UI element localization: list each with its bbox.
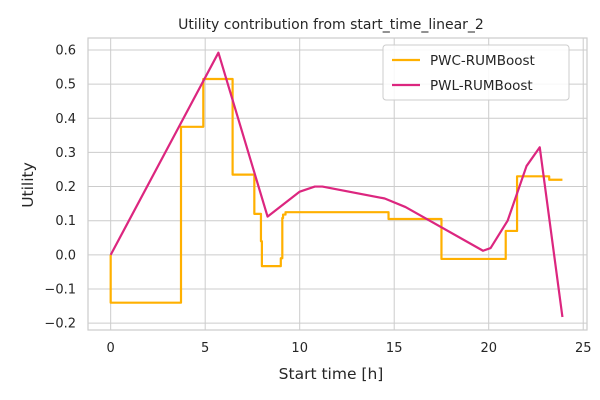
legend-label: PWL-RUMBoost: [430, 78, 533, 94]
chart-title: Utility contribution from start_time_lin…: [178, 17, 484, 33]
legend-label: PWC-RUMBoost: [430, 53, 535, 69]
series-line-pwl-rumboost: [109, 51, 564, 318]
y-tick-label: −0.1: [44, 283, 76, 298]
y-tick-label: 0.3: [55, 146, 76, 161]
series-line-pwc-rumboost: [109, 77, 563, 304]
y-tick-label: 0.6: [55, 43, 76, 58]
x-tick-label: 25: [575, 341, 592, 356]
y-tick-labels: −0.2 −0.1 0.0 0.1 0.2 0.3 0.4 0.5 0.6: [44, 43, 76, 331]
legend-box: [382, 44, 570, 101]
legend: PWC-RUMBoost PWL-RUMBoost: [382, 44, 570, 101]
x-tick-labels: 0 5 10 15 20 25: [107, 341, 592, 356]
series-layer: [109, 51, 564, 318]
y-tick-label: 0.2: [55, 180, 76, 195]
y-tick-label: 0.5: [55, 78, 76, 93]
x-tick-label: 0: [107, 341, 115, 356]
y-axis-title: Utility: [19, 162, 37, 208]
plot-frame: [87, 37, 588, 331]
y-tick-label: 0.4: [55, 112, 76, 127]
x-tick-label: 20: [480, 341, 497, 356]
grid: [88, 38, 587, 330]
y-tick-label: 0.1: [55, 214, 76, 229]
y-tick-label: 0.0: [55, 248, 76, 263]
x-tick-label: 10: [291, 341, 308, 356]
y-tick-label: −0.2: [44, 317, 76, 332]
x-tick-label: 5: [201, 341, 209, 356]
x-tick-label: 15: [386, 341, 403, 356]
x-axis-title: Start time [h]: [279, 365, 384, 383]
